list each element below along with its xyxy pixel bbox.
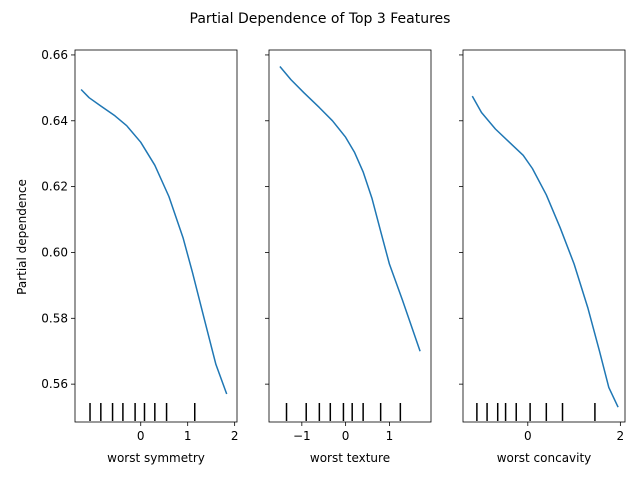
x-axis-label: worst texture	[310, 451, 390, 465]
y-tick-label: 0.56	[41, 377, 68, 391]
y-tick-label: 0.66	[41, 48, 68, 62]
pd-line	[279, 66, 421, 352]
y-tick-label: 0.60	[41, 245, 68, 259]
x-tick-label: −1	[293, 429, 311, 443]
axes-frame	[268, 49, 432, 423]
y-axis-label: Partial dependence	[15, 179, 29, 295]
panels-group: 0.56 0.58 0.60 0.62 0.64 0.66 0 1 2 worst symmetr…	[41, 48, 626, 465]
x-axis-label: worst symmetry	[107, 451, 205, 465]
x-tick-label: 2	[231, 429, 239, 443]
x-tick-label: 0	[524, 429, 532, 443]
x-axis-label: worst concavity	[497, 451, 592, 465]
y-tick-label: 0.64	[41, 114, 68, 128]
figure-title: Partial Dependence of Top 3 Features	[190, 11, 451, 27]
x-tick-label: 0	[137, 429, 145, 443]
y-tick-label: 0.62	[41, 180, 68, 194]
panel-3: 0 2 worst concavity	[459, 49, 626, 465]
x-tick-label: 1	[184, 429, 192, 443]
pd-line	[80, 88, 228, 395]
y-tick-label: 0.58	[41, 311, 68, 325]
axes-frame	[74, 49, 238, 423]
x-tick-label: 2	[617, 429, 625, 443]
pd-line	[471, 95, 619, 408]
axes-frame	[462, 49, 626, 423]
x-tick-label: 1	[386, 429, 394, 443]
panel-2: −1 0 1 worst texture	[265, 49, 432, 465]
x-tick-label: 0	[342, 429, 350, 443]
panel-1: 0.56 0.58 0.60 0.62 0.64 0.66 0 1 2 worst symmetr…	[41, 48, 238, 465]
